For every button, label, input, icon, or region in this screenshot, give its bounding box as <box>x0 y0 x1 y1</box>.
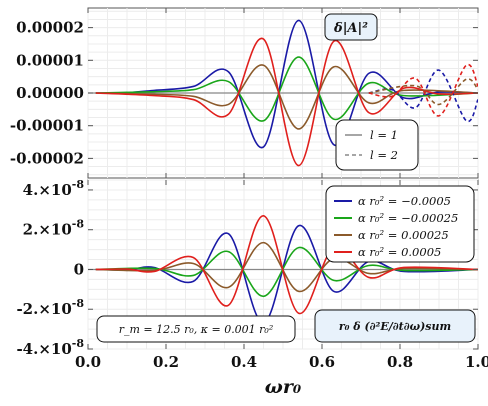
top-series-line-6 <box>368 63 478 117</box>
top-series-line-3 <box>95 37 478 167</box>
top-quantity-label: δ|A|² <box>324 13 378 41</box>
top-series-line-2 <box>95 64 478 130</box>
top-series-line-4 <box>368 69 478 123</box>
bottom-y-ticks: 4.×10-8 2.×10-8 0 -2.×10-8 -4.×10-8 <box>16 178 478 358</box>
top-quantity-text: δ|A|² <box>333 21 368 36</box>
legend-label: α r₀² = 0.0005 <box>358 245 441 259</box>
legend-l2-label: l = 2 <box>370 148 398 162</box>
params-text: r_m = 12.5 r₀, κ = 0.001 r₀² <box>119 323 274 336</box>
bottom-quantity-text: r₀ δ (∂²E/∂t∂ω)sum <box>339 320 451 333</box>
y-tick-label: -0.00002 <box>10 149 84 167</box>
x-tick-label: 0.2 <box>153 353 179 371</box>
legend-label: α r₀² = 0.00025 <box>358 228 449 242</box>
y-tick-label: 4.×10-8 <box>23 178 85 199</box>
bottom-quantity-label: r₀ δ (∂²E/∂t∂ω)sum <box>314 309 476 343</box>
x-axis-title: ωr₀ <box>265 376 302 398</box>
top-panel: 0.00002 0.00001 0.00000 -0.00001 -0.00002 δ|… <box>10 7 479 179</box>
bottom-series-line-1 <box>95 246 478 298</box>
legend-l1-label: l = 1 <box>370 128 398 142</box>
legend-label: α r₀² = −0.0005 <box>358 194 451 208</box>
x-tick-label: 0.8 <box>387 353 413 371</box>
y-tick-label: -4.×10-8 <box>16 337 84 358</box>
bottom-legend: α r₀² = −0.0005 α r₀² = −0.00025 α r₀² = 0… <box>325 185 475 263</box>
y-tick-label: -2.×10-8 <box>16 297 84 318</box>
bottom-panel: 4.×10-8 2.×10-8 0 -2.×10-8 -4.×10-8 α r₀² = … <box>16 178 479 358</box>
y-tick-label: -0.00001 <box>10 117 84 135</box>
top-series-group <box>95 19 478 167</box>
x-tick-label: 0.0 <box>75 353 101 371</box>
x-tick-label: 1.0 <box>465 353 488 371</box>
y-tick-label: 0 <box>74 260 84 278</box>
y-tick-label: 2.×10-8 <box>23 218 85 239</box>
bottom-series-line-3 <box>95 214 478 315</box>
top-series-line-5 <box>368 78 478 106</box>
x-tick-label: 0.4 <box>231 353 257 371</box>
top-legend: l = 1 l = 2 <box>335 119 419 171</box>
x-axis-ticks: 0.0 0.2 0.4 0.6 0.8 1.0 <box>75 8 488 371</box>
x-tick-label: 0.6 <box>309 353 335 371</box>
y-tick-label: 0.00001 <box>16 51 84 69</box>
top-grid <box>87 8 479 178</box>
y-tick-label: 0.00002 <box>16 19 84 37</box>
top-series-line-0 <box>95 19 478 149</box>
y-tick-label: 0.00000 <box>16 84 84 102</box>
legend-label: α r₀² = −0.00025 <box>358 211 458 225</box>
params-box: r_m = 12.5 r₀, κ = 0.001 r₀² <box>96 315 296 343</box>
top-series-line-1 <box>95 56 478 122</box>
top-y-ticks: 0.00002 0.00001 0.00000 -0.00001 -0.00002 <box>10 19 478 167</box>
